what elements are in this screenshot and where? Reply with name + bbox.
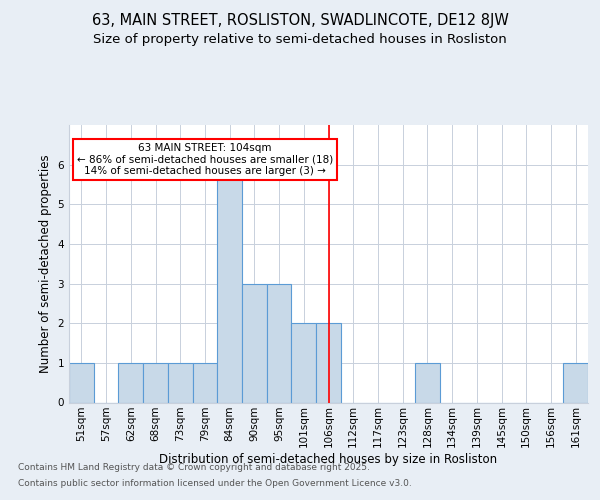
Y-axis label: Number of semi-detached properties: Number of semi-detached properties xyxy=(39,154,52,373)
Bar xyxy=(563,363,588,403)
Text: 63, MAIN STREET, ROSLISTON, SWADLINCOTE, DE12 8JW: 63, MAIN STREET, ROSLISTON, SWADLINCOTE,… xyxy=(92,12,508,28)
Text: 63 MAIN STREET: 104sqm
← 86% of semi-detached houses are smaller (18)
14% of sem: 63 MAIN STREET: 104sqm ← 86% of semi-det… xyxy=(77,143,333,176)
Bar xyxy=(143,363,168,403)
Text: Contains public sector information licensed under the Open Government Licence v3: Contains public sector information licen… xyxy=(18,478,412,488)
Bar xyxy=(242,284,267,403)
Bar xyxy=(168,363,193,403)
Text: Contains HM Land Registry data © Crown copyright and database right 2025.: Contains HM Land Registry data © Crown c… xyxy=(18,464,370,472)
Bar xyxy=(292,323,316,402)
Bar xyxy=(267,284,292,403)
Bar xyxy=(69,363,94,403)
Bar xyxy=(316,323,341,402)
X-axis label: Distribution of semi-detached houses by size in Rosliston: Distribution of semi-detached houses by … xyxy=(160,453,497,466)
Bar xyxy=(217,164,242,402)
Text: Size of property relative to semi-detached houses in Rosliston: Size of property relative to semi-detach… xyxy=(93,32,507,46)
Bar xyxy=(193,363,217,403)
Bar xyxy=(118,363,143,403)
Bar xyxy=(415,363,440,403)
